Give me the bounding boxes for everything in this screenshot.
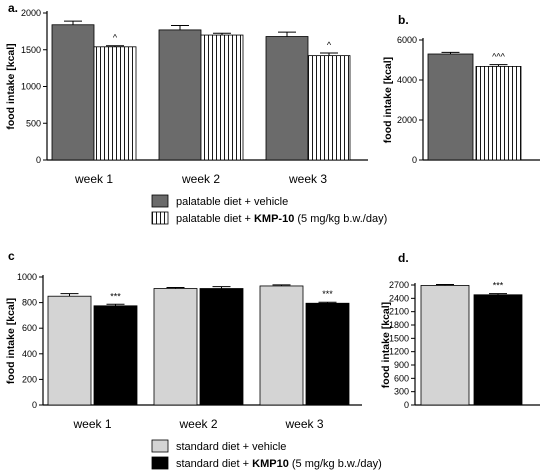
panel-label: b. — [398, 13, 409, 27]
y-tick-label: 400 — [22, 349, 37, 359]
y-tick-label: 600 — [22, 323, 37, 333]
legend-text: standard diet + vehicle — [176, 441, 286, 453]
y-tick-label: 2400 — [389, 293, 409, 303]
chart-panel-2: b. food intake [kcal] 0 2000 4000 6000 ^^^ — [382, 13, 540, 165]
legends-layer: palatable diet + vehicle palatable diet +… — [151, 194, 387, 470]
significance-label: *** — [493, 281, 504, 291]
bar — [93, 305, 138, 406]
panel-label: c — [8, 249, 15, 263]
legend-swatch — [151, 439, 169, 453]
charts-layer: a.food intake [kcal]0500100015002000week… — [5, 1, 540, 431]
y-tick-label: 0 — [412, 155, 417, 165]
legend-label: standard diet + vehicle — [176, 441, 286, 453]
bar — [305, 302, 350, 406]
y-tick-label: 2700 — [389, 280, 409, 290]
bar — [199, 288, 244, 406]
y-tick-label: 4000 — [397, 75, 417, 85]
y-tick-label: 200 — [22, 374, 37, 384]
legend-suffix-text: (5 mg/kg b.w./day) — [289, 458, 382, 470]
y-tick-label: 0 — [404, 400, 409, 410]
y-tick-label: 600 — [394, 373, 409, 383]
y-axis-label: food intake [kcal] — [5, 43, 17, 129]
y-axis-label: food intake [kcal] — [5, 298, 17, 384]
bar — [420, 285, 470, 406]
legend-label: palatable diet + vehicle — [176, 196, 288, 208]
y-tick-label: 0 — [36, 155, 41, 165]
y-tick-label: 1000 — [21, 82, 41, 92]
legend-swatch — [151, 194, 169, 208]
panel-label: a. — [8, 1, 18, 15]
y-tick-label: 300 — [394, 387, 409, 397]
bar — [47, 295, 92, 406]
y-tick-label: 900 — [394, 360, 409, 370]
legend-swatch — [151, 211, 169, 225]
x-tick-label: week 2 — [178, 417, 217, 431]
x-tick-label: week 3 — [284, 417, 323, 431]
bar — [158, 29, 202, 161]
x-tick-label: week 3 — [288, 172, 327, 186]
y-tick-label: 1800 — [389, 320, 409, 330]
significance-label: ^ — [113, 33, 118, 43]
legend-suffix-text: (5 mg/kg b.w./day) — [294, 213, 387, 225]
legend-label: standard diet + KMP10 (5 mg/kg b.w./day) — [176, 458, 382, 470]
y-tick-label: 2000 — [21, 8, 41, 18]
y-tick-label: 1500 — [389, 333, 409, 343]
legend-bold-text: KMP10 — [252, 458, 289, 470]
x-tick-label: week 1 — [72, 417, 111, 431]
legend-top: palatable diet + vehicle palatable diet +… — [151, 194, 387, 225]
significance-label: ^^^ — [492, 52, 505, 62]
significance-label: *** — [322, 289, 333, 299]
bar — [307, 55, 351, 161]
legend-bottom: standard diet + vehicle standard diet + K… — [151, 439, 382, 470]
chart-panel-3: c food intake [kcal] 0 200 400 600 800 1000 week… — [5, 249, 362, 431]
legend-text: palatable diet + vehicle — [176, 196, 288, 208]
y-axis-label: food intake [kcal] — [382, 57, 394, 143]
x-tick-label: week 2 — [181, 172, 220, 186]
bar — [200, 34, 244, 161]
legend-swatch — [151, 456, 169, 470]
x-tick-label: week 1 — [74, 172, 113, 186]
legend-label: palatable diet + KMP-10 (5 mg/kg b.w./da… — [176, 213, 387, 225]
legend-text: palatable diet + — [176, 213, 254, 225]
y-tick-label: 800 — [22, 298, 37, 308]
bar — [427, 53, 474, 161]
bar — [475, 66, 522, 161]
y-tick-label: 2100 — [389, 307, 409, 317]
chart-panel-4: d. food intake [kcal] 0 300 600 900 1200 1500 18… — [380, 251, 540, 410]
legend-bold-text: KMP-10 — [254, 213, 294, 225]
y-tick-label: 1200 — [389, 347, 409, 357]
chart-panel-1: a. food intake [kcal] 0 500 1000 1500 2000 week… — [5, 1, 368, 186]
y-tick-label: 6000 — [397, 35, 417, 45]
significance-label: ^ — [327, 40, 332, 50]
bar — [259, 285, 304, 406]
y-tick-label: 0 — [32, 400, 37, 410]
bar — [51, 24, 95, 161]
significance-label: *** — [110, 291, 121, 301]
panel-label: d. — [398, 251, 409, 265]
legend-text: standard diet + — [176, 458, 252, 470]
bar — [473, 294, 523, 406]
y-tick-label: 1000 — [17, 272, 37, 282]
bar — [93, 46, 137, 161]
y-tick-label: 500 — [26, 118, 41, 128]
y-tick-label: 1500 — [21, 45, 41, 55]
y-axis-label: food intake [kcal] — [380, 302, 392, 388]
bar — [265, 36, 309, 161]
bar — [153, 288, 198, 406]
y-tick-label: 2000 — [397, 115, 417, 125]
